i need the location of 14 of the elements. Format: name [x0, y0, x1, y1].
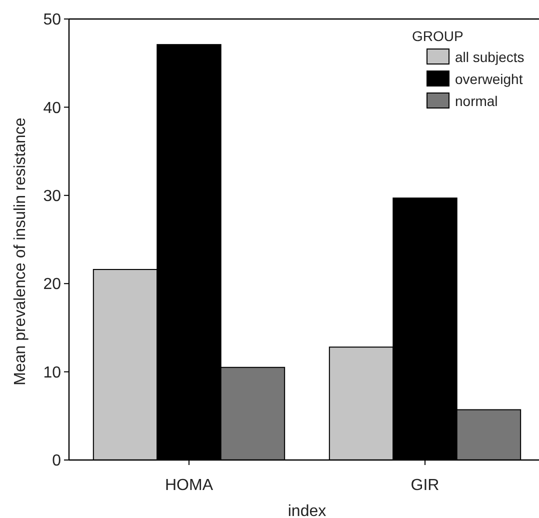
y-tick-label: 10 — [43, 364, 62, 382]
y-tick-label: 20 — [43, 276, 62, 294]
legend-label: all subjects — [455, 48, 524, 65]
x-axis-title: index — [288, 503, 326, 518]
y-axis-title: Mean prevalence of insulin resistance — [12, 118, 29, 386]
x-tick-label: HOMA — [165, 477, 214, 494]
y-tick-label: 50 — [43, 12, 62, 29]
y-tick-label: 40 — [43, 100, 62, 117]
x-tick-label: GIR — [410, 477, 440, 494]
legend-label: normal — [455, 92, 498, 109]
legend-title: GROUP — [412, 28, 464, 44]
legend-label: overweight — [455, 70, 523, 87]
y-tick-label: 30 — [43, 188, 62, 205]
y-tick-label: 0 — [52, 452, 62, 470]
